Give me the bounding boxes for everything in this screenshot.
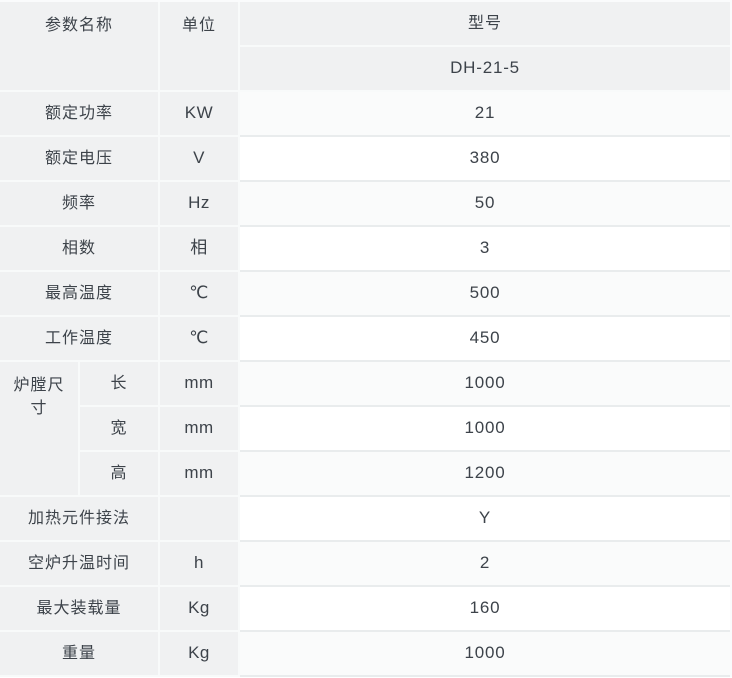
row-value: 1000 xyxy=(240,362,730,407)
row-unit: 相 xyxy=(160,227,240,272)
row-value: 1200 xyxy=(240,452,730,497)
row-label: 相数 xyxy=(0,227,160,272)
row-unit: mm xyxy=(160,407,240,452)
row-label: 重量 xyxy=(0,632,160,677)
row-value: 2 xyxy=(240,542,730,587)
row-label: 高 xyxy=(80,452,160,497)
row-label: 工作温度 xyxy=(0,317,160,362)
row-label: 频率 xyxy=(0,182,160,227)
row-value: 1000 xyxy=(240,407,730,452)
row-unit: mm xyxy=(160,452,240,497)
row-label: 空炉升温时间 xyxy=(0,542,160,587)
row-label: 长 xyxy=(80,362,160,407)
row-unit: V xyxy=(160,137,240,182)
row-value: 160 xyxy=(240,587,730,632)
header-unit: 单位 xyxy=(160,2,240,92)
row-label: 加热元件接法 xyxy=(0,497,160,542)
row-label: 最大装载量 xyxy=(0,587,160,632)
row-unit: Hz xyxy=(160,182,240,227)
row-value: 21 xyxy=(240,92,730,137)
row-unit xyxy=(160,497,240,542)
row-value: 450 xyxy=(240,317,730,362)
row-value: 380 xyxy=(240,137,730,182)
row-label: 额定电压 xyxy=(0,137,160,182)
row-value: 500 xyxy=(240,272,730,317)
header-param-name: 参数名称 xyxy=(0,2,160,92)
row-value: Y xyxy=(240,497,730,542)
row-unit: KW xyxy=(160,92,240,137)
row-label: 额定功率 xyxy=(0,92,160,137)
row-unit: mm xyxy=(160,362,240,407)
row-value: 50 xyxy=(240,182,730,227)
model-value: DH-21-5 xyxy=(240,47,730,92)
row-unit: Kg xyxy=(160,632,240,677)
row-unit: h xyxy=(160,542,240,587)
header-model: 型号 xyxy=(240,2,730,47)
row-unit: ℃ xyxy=(160,272,240,317)
row-value: 1000 xyxy=(240,632,730,677)
size-group-label: 炉膛尺寸 xyxy=(0,362,80,497)
row-value: 3 xyxy=(240,227,730,272)
row-label: 最高温度 xyxy=(0,272,160,317)
row-unit: Kg xyxy=(160,587,240,632)
row-label: 宽 xyxy=(80,407,160,452)
row-unit: ℃ xyxy=(160,317,240,362)
